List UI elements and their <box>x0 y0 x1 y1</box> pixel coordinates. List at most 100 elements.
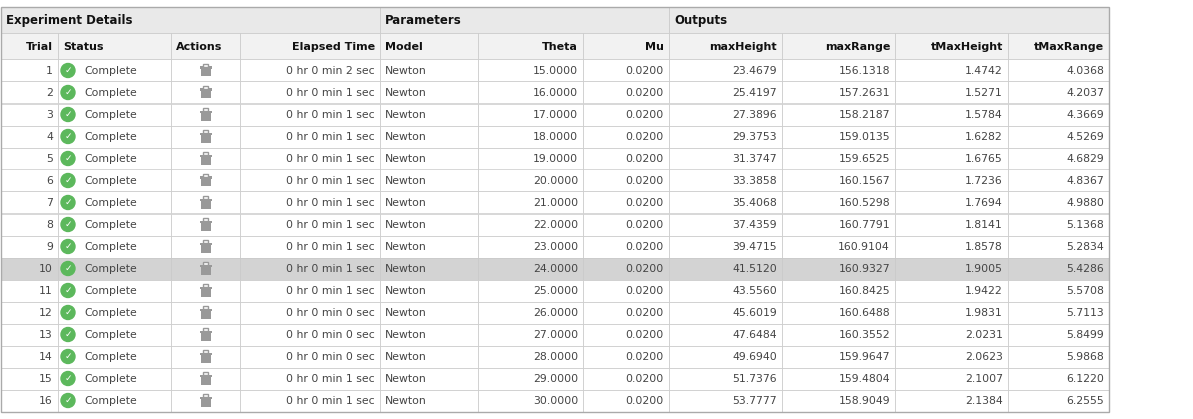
Bar <box>171 103 240 126</box>
Text: 0.0200: 0.0200 <box>626 65 665 75</box>
Bar <box>203 394 208 397</box>
Text: ✓: ✓ <box>64 242 72 251</box>
Circle shape <box>61 217 75 232</box>
Text: 0 hr 0 min 1 sec: 0 hr 0 min 1 sec <box>286 109 375 119</box>
Bar <box>203 218 208 221</box>
Bar <box>1 279 58 302</box>
Bar <box>669 367 781 390</box>
Bar <box>895 390 1008 411</box>
Bar <box>199 199 211 201</box>
Text: 159.4804: 159.4804 <box>839 373 890 383</box>
Text: tMaxHeight: tMaxHeight <box>931 41 1003 52</box>
Text: 0.0200: 0.0200 <box>626 176 665 186</box>
Bar <box>240 191 381 214</box>
Bar <box>58 302 171 323</box>
Text: 156.1318: 156.1318 <box>839 65 890 75</box>
Text: 0.0200: 0.0200 <box>626 264 665 274</box>
Text: 27.3896: 27.3896 <box>733 109 777 119</box>
Text: ⬛: ⬛ <box>203 111 208 118</box>
Bar <box>199 155 211 157</box>
Bar <box>171 302 240 323</box>
Bar <box>240 390 381 411</box>
Bar <box>895 147 1008 170</box>
Text: Trial: Trial <box>26 41 52 52</box>
Bar <box>58 346 171 367</box>
Bar <box>203 240 208 243</box>
Text: 5.8499: 5.8499 <box>1067 329 1104 339</box>
Text: 0.0200: 0.0200 <box>626 197 665 207</box>
Text: ✓: ✓ <box>64 110 72 119</box>
Text: 17.0000: 17.0000 <box>533 109 577 119</box>
Text: Newton: Newton <box>385 176 427 186</box>
Text: 5.9868: 5.9868 <box>1067 352 1104 362</box>
Text: Newton: Newton <box>385 241 427 251</box>
Bar <box>895 170 1008 191</box>
Bar <box>171 191 240 214</box>
Text: 37.4359: 37.4359 <box>733 220 777 230</box>
Bar <box>381 191 478 214</box>
Text: 41.5120: 41.5120 <box>733 264 777 274</box>
Bar <box>1008 302 1109 323</box>
Bar <box>381 235 478 258</box>
Text: 5.5708: 5.5708 <box>1067 285 1104 295</box>
Text: 0.0200: 0.0200 <box>626 352 665 362</box>
Bar <box>669 235 781 258</box>
Bar <box>381 126 478 147</box>
Bar <box>583 214 669 235</box>
Text: ✓: ✓ <box>64 396 72 405</box>
Bar <box>58 258 171 279</box>
Bar <box>781 82 895 103</box>
Bar <box>478 390 583 411</box>
Bar <box>200 91 210 98</box>
Bar <box>1008 258 1109 279</box>
Bar <box>781 103 895 126</box>
Bar <box>781 323 895 346</box>
Text: 30.0000: 30.0000 <box>533 396 577 406</box>
Bar <box>203 86 208 89</box>
Text: ✓: ✓ <box>64 308 72 317</box>
Text: ⬛: ⬛ <box>203 133 208 140</box>
Bar <box>58 170 171 191</box>
Text: 29.0000: 29.0000 <box>533 373 577 383</box>
Text: Mu: Mu <box>645 41 665 52</box>
Text: 5.2834: 5.2834 <box>1067 241 1104 251</box>
Text: 31.3747: 31.3747 <box>733 153 777 163</box>
Bar <box>1008 34 1109 59</box>
Text: tMaxRange: tMaxRange <box>1034 41 1104 52</box>
Bar <box>895 191 1008 214</box>
Text: 14: 14 <box>39 352 52 362</box>
Text: 0 hr 0 min 1 sec: 0 hr 0 min 1 sec <box>286 285 375 295</box>
Text: Complete: Complete <box>84 329 137 339</box>
Bar <box>200 68 210 77</box>
Bar <box>200 266 210 274</box>
Bar <box>58 103 171 126</box>
Text: Outputs: Outputs <box>674 14 727 27</box>
Text: 0 hr 0 min 1 sec: 0 hr 0 min 1 sec <box>286 220 375 230</box>
Bar <box>200 377 210 385</box>
Text: 15.0000: 15.0000 <box>533 65 577 75</box>
Text: 4: 4 <box>47 132 52 142</box>
Text: Complete: Complete <box>84 176 137 186</box>
Text: 23.4679: 23.4679 <box>733 65 777 75</box>
Text: 43.5560: 43.5560 <box>733 285 777 295</box>
Circle shape <box>61 152 75 166</box>
Bar <box>1008 59 1109 82</box>
Bar <box>200 178 210 186</box>
Text: 7: 7 <box>47 197 52 207</box>
Text: Status: Status <box>63 41 104 52</box>
Text: 1.8578: 1.8578 <box>965 241 1003 251</box>
Text: 25.0000: 25.0000 <box>533 285 577 295</box>
Text: ✓: ✓ <box>64 286 72 295</box>
Text: 0 hr 0 min 1 sec: 0 hr 0 min 1 sec <box>286 132 375 142</box>
Text: Newton: Newton <box>385 264 427 274</box>
Bar <box>583 126 669 147</box>
Bar <box>895 235 1008 258</box>
Text: 1.4742: 1.4742 <box>965 65 1003 75</box>
Text: Newton: Newton <box>385 329 427 339</box>
Circle shape <box>61 372 75 385</box>
Bar <box>203 174 208 177</box>
Bar <box>1 34 58 59</box>
Text: ⬛: ⬛ <box>203 221 208 228</box>
Text: 0.0200: 0.0200 <box>626 329 665 339</box>
Bar <box>1 147 58 170</box>
